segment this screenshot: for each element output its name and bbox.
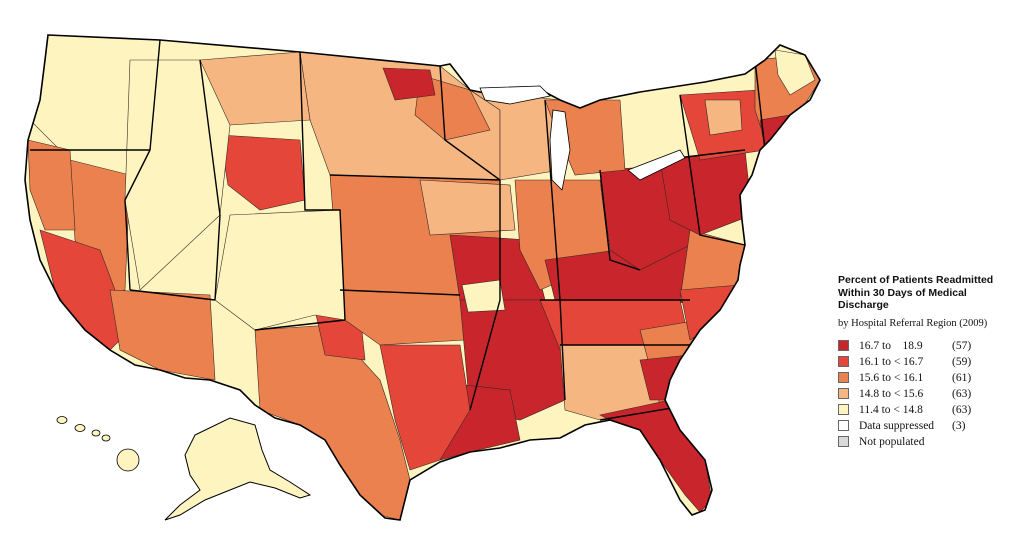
lake-superior: [479, 85, 551, 105]
legend-count: (61): [952, 371, 972, 384]
legend-item: 16.1 to < 16.7 (59): [838, 354, 1008, 370]
region-arizona: [109, 289, 216, 381]
hawaii: [56, 416, 140, 472]
legend-item: 11.4 to < 14.8 (63): [838, 402, 1008, 418]
legend-swatch: [838, 388, 849, 399]
legend-title: Percent of Patients Readmitted Within 30…: [838, 274, 994, 311]
region-maine-north: [774, 49, 816, 96]
region-carolinas: [679, 284, 741, 341]
region-ny-west-light: [704, 99, 743, 136]
region-north-dakota-east: [382, 67, 436, 101]
legend-range: 14.8 to < 15.6: [859, 387, 924, 400]
legend-item: Not populated: [838, 434, 1008, 450]
legend-count: (63): [952, 403, 972, 416]
region-colorado-nm: [214, 209, 346, 331]
region-east-texas: [379, 344, 471, 471]
legend-count: (63): [952, 387, 972, 400]
legend-item: Data suppressed (3): [838, 418, 1008, 434]
legend-list: 16.7 to 18.9 (57) 16.1 to < 16.7 (59) 15.6 t…: [838, 338, 1008, 450]
lake-erie: [627, 149, 686, 181]
region-iowa: [419, 179, 516, 236]
legend-item: 14.8 to < 15.6 (63): [838, 386, 1008, 402]
legend-swatch: [838, 340, 849, 351]
legend-range: Data suppressed: [859, 419, 935, 432]
legend-range: 15.6 to < 16.1: [859, 371, 924, 384]
region-kentucky-light: [461, 279, 506, 313]
region-wyoming-east: [219, 134, 306, 211]
legend-swatch: [838, 436, 849, 447]
alaska: [164, 417, 312, 521]
legend-range: Not populated: [859, 435, 925, 448]
us-readmission-map: [24, 34, 821, 521]
legend-range: 11.4 to < 14.8: [859, 403, 923, 416]
region-california-north: [27, 139, 76, 231]
legend-subtitle: by Hospital Referral Region (2009): [838, 317, 988, 329]
lake-michigan: [549, 109, 571, 191]
legend-range: 16.1 to < 16.7: [859, 355, 924, 368]
legend-item: 15.6 to < 16.1 (61): [838, 370, 1008, 386]
legend-count: (59): [952, 355, 972, 368]
legend-range: 16.7 to 18.9: [859, 339, 923, 352]
legend-swatch: [838, 372, 849, 383]
us-outline: [24, 34, 821, 521]
legend-swatch: [838, 404, 849, 415]
legend-item: 16.7 to 18.9 (57): [838, 338, 1008, 354]
map-legend: Percent of Patients Readmitted Within 30…: [838, 274, 1008, 450]
legend-count: (3): [952, 419, 966, 432]
legend-count: (57): [952, 339, 972, 352]
legend-swatch: [838, 420, 849, 431]
legend-swatch: [838, 356, 849, 367]
